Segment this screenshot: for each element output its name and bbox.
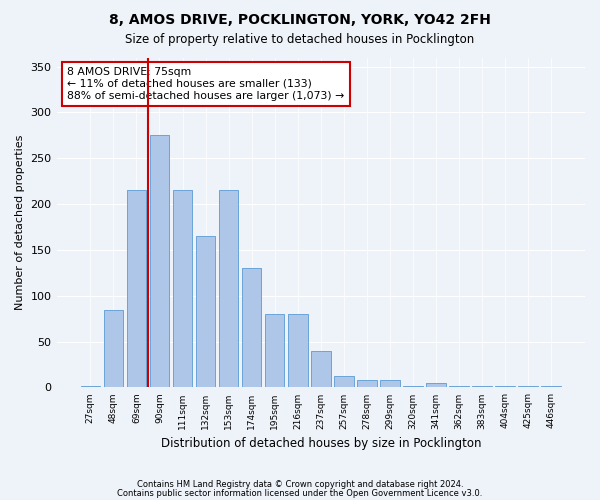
Bar (196, 236, 215, 388)
Bar (242, 268, 262, 388)
Bar (311, 351, 331, 388)
Bar (380, 380, 400, 388)
Bar (288, 314, 308, 388)
Bar (449, 386, 469, 388)
Text: Contains public sector information licensed under the Open Government Licence v3: Contains public sector information licen… (118, 488, 482, 498)
Bar (80, 386, 100, 388)
Bar (104, 310, 123, 388)
Bar (541, 386, 561, 388)
Bar (426, 383, 446, 388)
Bar (472, 386, 492, 388)
Bar (127, 190, 146, 388)
Bar (496, 386, 515, 388)
Text: Size of property relative to detached houses in Pocklington: Size of property relative to detached ho… (125, 32, 475, 46)
Bar (265, 314, 284, 388)
Bar (403, 386, 423, 388)
Bar (518, 386, 538, 388)
Text: Contains HM Land Registry data © Crown copyright and database right 2024.: Contains HM Land Registry data © Crown c… (137, 480, 463, 489)
Bar (149, 136, 169, 388)
Text: 8, AMOS DRIVE, POCKLINGTON, YORK, YO42 2FH: 8, AMOS DRIVE, POCKLINGTON, YORK, YO42 2… (109, 12, 491, 26)
Bar (219, 190, 238, 388)
X-axis label: Distribution of detached houses by size in Pocklington: Distribution of detached houses by size … (161, 437, 481, 450)
Bar (334, 376, 353, 388)
Text: 8 AMOS DRIVE: 75sqm
← 11% of detached houses are smaller (133)
88% of semi-detac: 8 AMOS DRIVE: 75sqm ← 11% of detached ho… (67, 68, 344, 100)
Bar (173, 190, 193, 388)
Y-axis label: Number of detached properties: Number of detached properties (15, 135, 25, 310)
Bar (357, 380, 377, 388)
